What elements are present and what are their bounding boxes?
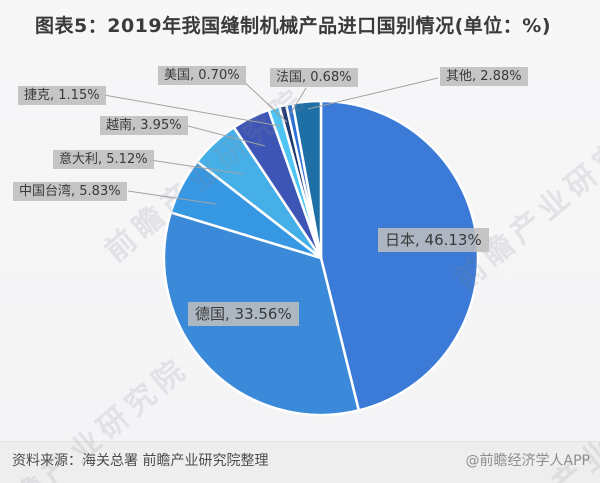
pie-label-vietnam: 越南, 3.95% bbox=[100, 116, 188, 135]
chart-title: 图表5：2019年我国缝制机械产品进口国别情况(单位：%) bbox=[35, 15, 552, 37]
leader-line-taiwan bbox=[127, 190, 217, 205]
leader-line-italy bbox=[149, 159, 244, 175]
leader-line-france bbox=[290, 87, 307, 114]
leader-lines bbox=[103, 77, 439, 205]
leader-line-usa bbox=[239, 77, 288, 123]
pie-slices bbox=[162, 99, 480, 417]
app-credit: @前瞻经济学人APP bbox=[465, 453, 590, 469]
leader-line-vietnam bbox=[183, 124, 266, 147]
pie-label-france: 法国, 0.68% bbox=[270, 68, 358, 87]
leader-line-other bbox=[307, 77, 439, 110]
pie-label-czech: 捷克, 1.15% bbox=[18, 86, 106, 105]
pie-label-italy: 意大利, 5.12% bbox=[53, 150, 154, 169]
leader-line-czech bbox=[103, 94, 281, 127]
footer-bar: 资料来源：海关总署 前瞻产业研究院整理 @前瞻经济学人APP bbox=[0, 441, 600, 483]
pie-slice-其他 bbox=[291, 99, 323, 260]
pie-label-usa: 美国, 0.70% bbox=[158, 66, 246, 85]
pie-label-other: 其他, 2.88% bbox=[440, 67, 528, 86]
pie-label-taiwan: 中国台湾, 5.83% bbox=[13, 182, 127, 201]
source-note: 资料来源：海关总署 前瞻产业研究院整理 bbox=[12, 453, 269, 469]
pie-label-germany: 德国, 33.56% bbox=[188, 302, 299, 326]
pie-label-japan: 日本, 46.13% bbox=[378, 228, 489, 252]
